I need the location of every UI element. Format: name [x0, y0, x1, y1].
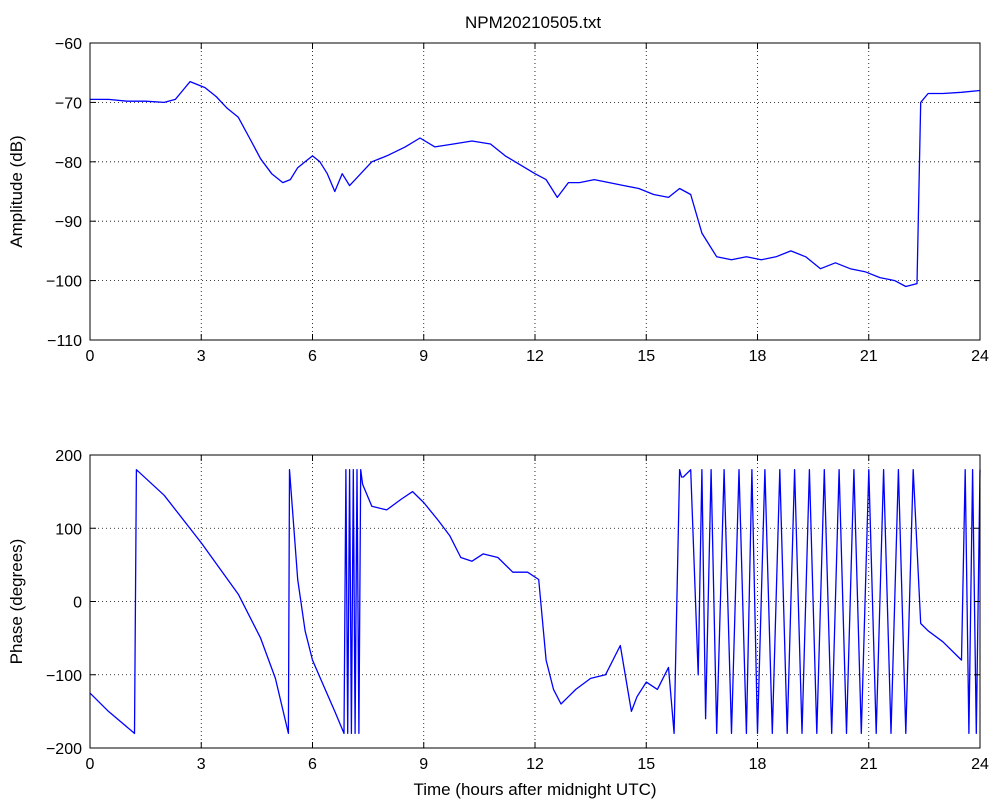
amplitude-xtick-label-24: 24 [971, 348, 989, 365]
amplitude-xtick-label-15: 15 [637, 348, 655, 365]
amplitude-ytick-label--90: −90 [55, 214, 82, 231]
phase-xtick-label-21: 21 [860, 756, 878, 773]
phase-ytick-label--100: −100 [46, 668, 82, 685]
phase-xtick-label-9: 9 [419, 756, 428, 773]
amplitude-xtick-label-18: 18 [749, 348, 767, 365]
amplitude-series-line-0 [90, 80, 981, 288]
amplitude-plot-title: NPM20210505.txt [465, 13, 601, 32]
phase-xtick-label-3: 3 [197, 756, 206, 773]
amplitude-plot: NPM20210505.txt 0 3 6 9 12 15 18 21 24 −110 −100 −9… [7, 13, 989, 365]
phase-series-line-0 [89, 469, 981, 735]
phase-ticks: 0 3 6 9 12 15 18 21 24 −200 −100 0 100 200 [46, 448, 989, 773]
amplitude-xtick-label-0: 0 [86, 348, 95, 365]
phase-xtick-label-24: 24 [971, 756, 989, 773]
phase-xtick-label-18: 18 [749, 756, 767, 773]
phase-xtick-label-15: 15 [637, 756, 655, 773]
amplitude-xtick-label-12: 12 [526, 348, 544, 365]
amplitude-ylabel: Amplitude (dB) [7, 135, 26, 247]
amplitude-ytick-label--110: −110 [47, 333, 82, 350]
amplitude-series [90, 80, 981, 288]
amplitude-ticks: 0 3 6 9 12 15 18 21 24 −110 −100 −90 −80 −70 −60 [46, 36, 989, 365]
phase-xtick-label-0: 0 [86, 756, 95, 773]
phase-ytick-label-0: 0 [73, 595, 82, 612]
phase-xtick-label-6: 6 [308, 756, 317, 773]
phase-plot: 0 3 6 9 12 15 18 21 24 −200 −100 0 100 200 Phase (deg… [7, 448, 989, 799]
amplitude-ytick-label--100: −100 [46, 274, 82, 291]
amplitude-ytick-label--80: −80 [55, 155, 82, 172]
phase-ylabel: Phase (degrees) [7, 539, 26, 665]
phase-ytick-label-200: 200 [55, 448, 82, 465]
amplitude-ytick-label--60: −60 [55, 36, 82, 53]
amplitude-ytick-label--70: −70 [55, 95, 82, 112]
phase-ytick-label-100: 100 [55, 521, 82, 538]
amplitude-xtick-label-3: 3 [197, 348, 206, 365]
amplitude-xtick-label-21: 21 [860, 348, 878, 365]
phase-grid [90, 455, 980, 748]
phase-series [89, 469, 981, 735]
phase-ytick-label--200: −200 [46, 741, 82, 758]
amplitude-xtick-label-9: 9 [419, 348, 428, 365]
phase-xlabel: Time (hours after midnight UTC) [413, 780, 656, 799]
amplitude-xtick-label-6: 6 [308, 348, 317, 365]
phase-xtick-label-12: 12 [526, 756, 544, 773]
